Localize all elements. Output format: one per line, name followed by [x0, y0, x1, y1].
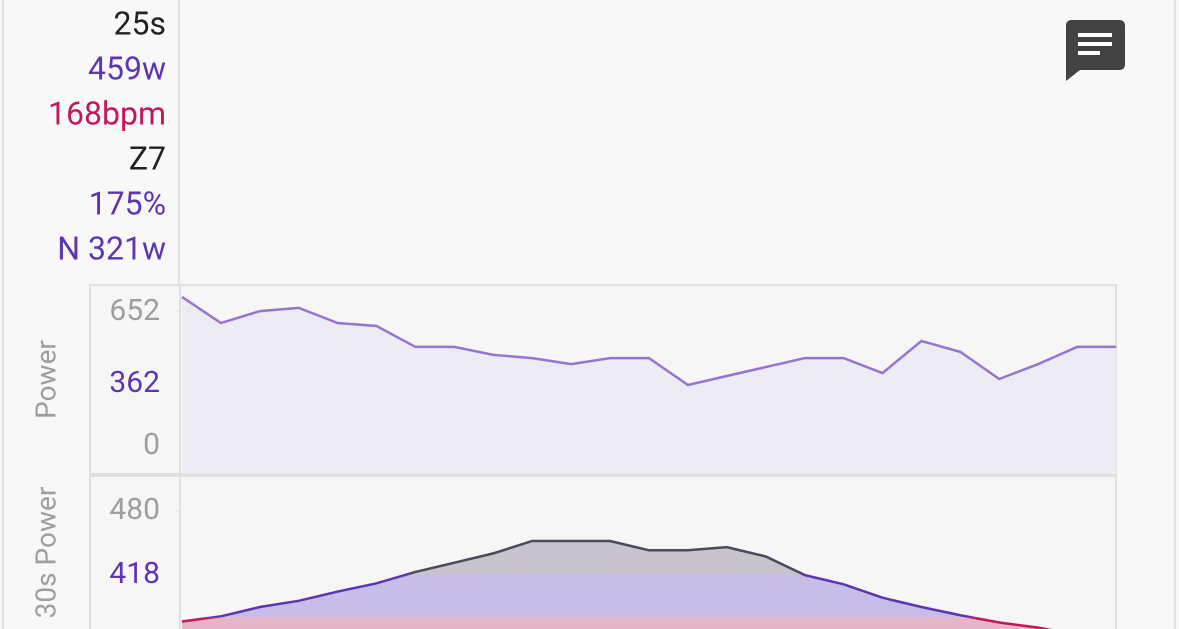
axis-title: 30s Power	[29, 486, 62, 618]
stat-value: 459w	[88, 49, 166, 87]
current-value-label: 418	[109, 556, 160, 591]
zone-line	[403, 539, 806, 575]
icon-line	[1078, 51, 1100, 55]
current-value-label: 362	[109, 365, 160, 400]
stat-value: Z7	[129, 139, 166, 177]
y-tick-label: 0	[143, 427, 160, 462]
power-line	[181, 295, 1116, 387]
y-tick-label: 480	[109, 492, 160, 527]
zone-fill	[182, 617, 1046, 629]
area-fill	[182, 296, 1116, 474]
zone-fill	[213, 574, 972, 618]
stat-value: N 321w	[57, 229, 166, 267]
y-tick-label: 652	[109, 293, 160, 328]
stat-value: 175%	[89, 184, 166, 222]
comment-button[interactable]	[1066, 20, 1125, 81]
stat-value: 168bpm	[48, 94, 166, 132]
icon-line	[1078, 33, 1112, 37]
zone-line	[203, 574, 979, 618]
icon-line	[1078, 42, 1112, 46]
axis-title: Power	[29, 340, 62, 419]
stat-value: 25s	[114, 4, 166, 42]
